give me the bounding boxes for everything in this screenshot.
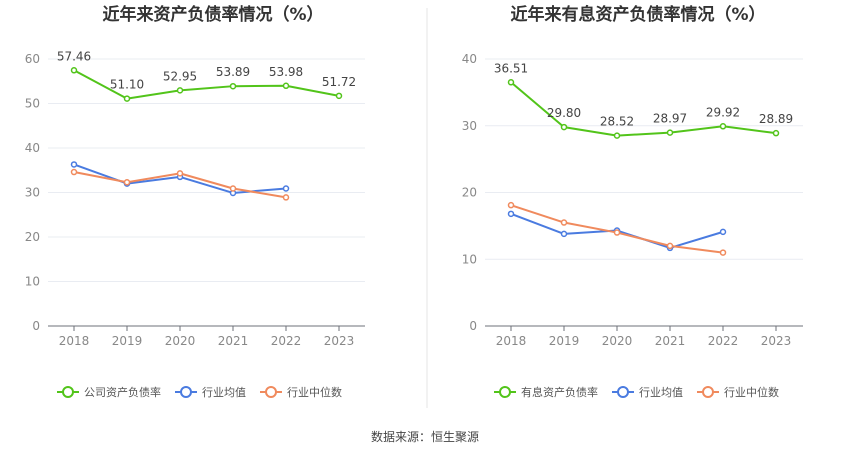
data-source-note: 数据来源：恒生聚源 bbox=[370, 430, 479, 444]
legend-label: 行业均值 bbox=[639, 386, 683, 399]
chart-title: 近年来有息资产负债率情况（%） bbox=[510, 4, 765, 25]
data-point bbox=[70, 161, 78, 168]
legend-label: 行业中位数 bbox=[287, 385, 342, 399]
data-point bbox=[229, 82, 237, 90]
x-tick-label: 2018 bbox=[59, 334, 90, 348]
data-point bbox=[507, 210, 515, 218]
data-point bbox=[772, 129, 780, 137]
series-3 bbox=[507, 201, 727, 256]
x-tick-label: 2018 bbox=[496, 334, 527, 348]
data-point bbox=[282, 82, 290, 90]
data-point bbox=[719, 249, 727, 256]
data-point bbox=[666, 242, 674, 250]
x-tick-label: 2023 bbox=[324, 334, 355, 348]
x-tick-label: 2022 bbox=[271, 334, 302, 348]
legend-label: 行业中位数 bbox=[724, 385, 779, 399]
data-label: 52.95 bbox=[163, 69, 197, 83]
legend-marker bbox=[62, 386, 74, 398]
x-tick-label: 2019 bbox=[112, 334, 143, 348]
legend-marker bbox=[265, 386, 277, 398]
data-point bbox=[123, 95, 131, 102]
y-tick-label: 10 bbox=[25, 275, 40, 289]
series-3 bbox=[70, 168, 290, 201]
x-tick-label: 2020 bbox=[165, 334, 196, 348]
data-point bbox=[282, 185, 290, 192]
data-point bbox=[560, 230, 568, 238]
chart-title: 近年来资产负债率情况（%） bbox=[102, 4, 323, 25]
data-point bbox=[613, 229, 621, 236]
y-tick-label: 20 bbox=[25, 230, 40, 244]
x-tick-label: 2021 bbox=[218, 334, 249, 348]
data-point bbox=[229, 185, 237, 192]
data-label: 28.97 bbox=[653, 112, 687, 126]
data-point bbox=[70, 168, 78, 176]
data-point bbox=[176, 170, 184, 177]
data-point bbox=[560, 219, 568, 226]
y-tick-label: 40 bbox=[462, 52, 477, 66]
data-point bbox=[123, 179, 131, 186]
data-label: 57.46 bbox=[57, 49, 91, 63]
x-tick-label: 2021 bbox=[655, 334, 686, 348]
data-label: 28.89 bbox=[759, 112, 793, 126]
x-tick-label: 2019 bbox=[549, 334, 580, 348]
x-tick-label: 2023 bbox=[761, 334, 792, 348]
data-point bbox=[176, 87, 184, 94]
data-label: 29.92 bbox=[706, 105, 740, 119]
chart-panel-1: 近年来资产负债率情况（%） 0 10 20 30 40 50 60 2018 2019 2020 20… bbox=[25, 4, 365, 399]
data-point bbox=[666, 129, 674, 136]
legend-marker bbox=[180, 386, 192, 398]
x-tick-label: 2022 bbox=[708, 334, 739, 348]
y-tick-label: 0 bbox=[32, 319, 40, 333]
data-label: 29.80 bbox=[547, 106, 581, 120]
series-1: 57.46 51.10 52.95 53.89 53.98 51.72 bbox=[57, 49, 356, 102]
data-point bbox=[282, 194, 290, 201]
data-point bbox=[507, 79, 515, 86]
legend-label: 公司资产负债率 bbox=[84, 385, 161, 399]
data-label: 28.52 bbox=[600, 115, 634, 129]
chart-panel-2: 近年来有息资产负债率情况（%） 0 10 20 30 40 2018 2019 2020 2021… bbox=[462, 4, 803, 399]
legend-label: 行业均值 bbox=[202, 386, 246, 399]
data-label: 36.51 bbox=[494, 61, 528, 75]
data-label: 51.72 bbox=[322, 75, 356, 89]
legend-marker bbox=[702, 386, 714, 398]
data-label: 53.89 bbox=[216, 65, 250, 79]
series-1: 36.51 29.80 28.52 28.97 29.92 28.89 bbox=[494, 61, 793, 139]
y-tick-label: 40 bbox=[25, 141, 40, 155]
data-point bbox=[719, 228, 727, 236]
legend-marker bbox=[499, 386, 511, 398]
data-point bbox=[560, 123, 568, 131]
data-point bbox=[613, 132, 621, 139]
series-line bbox=[73, 69, 340, 100]
legend: 有息资产负债率 行业均值 行业中位数 bbox=[494, 385, 779, 399]
y-tick-label: 30 bbox=[25, 186, 40, 200]
data-point bbox=[719, 123, 727, 130]
y-tick-label: 0 bbox=[469, 319, 477, 333]
legend-marker bbox=[617, 386, 629, 398]
data-point bbox=[335, 92, 343, 100]
series-line bbox=[510, 81, 777, 137]
data-point bbox=[70, 67, 78, 74]
data-point bbox=[507, 201, 515, 209]
legend-label: 有息资产负债率 bbox=[521, 385, 598, 399]
data-label: 53.98 bbox=[269, 65, 303, 79]
y-tick-label: 60 bbox=[25, 52, 40, 66]
legend: 公司资产负债率 行业均值 行业中位数 bbox=[57, 385, 342, 399]
y-tick-label: 50 bbox=[25, 97, 40, 111]
data-label: 51.10 bbox=[110, 78, 144, 92]
y-tick-label: 10 bbox=[462, 252, 477, 266]
y-tick-label: 30 bbox=[462, 119, 477, 133]
x-tick-label: 2020 bbox=[602, 334, 633, 348]
y-tick-label: 20 bbox=[462, 186, 477, 200]
